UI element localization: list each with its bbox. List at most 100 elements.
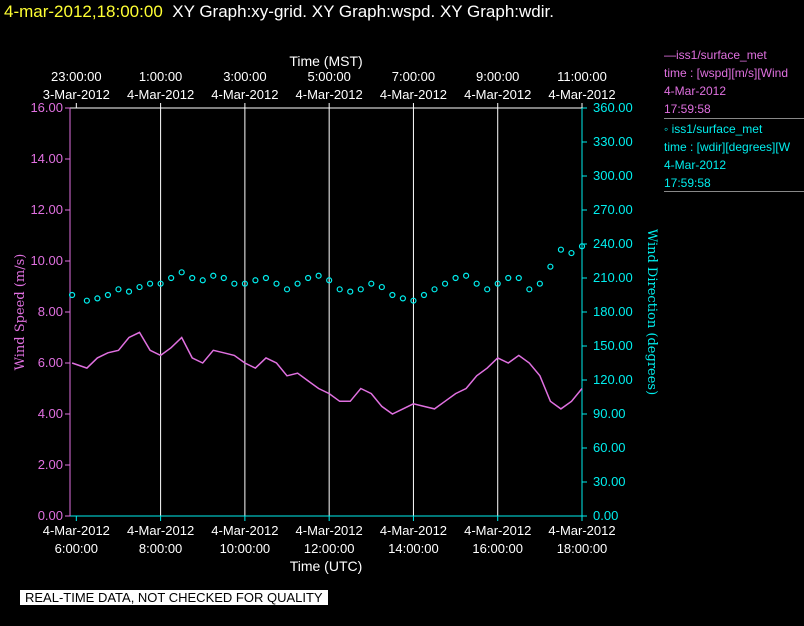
bottom-tick-time: 6:00:00 bbox=[55, 541, 98, 556]
wdir-point bbox=[294, 280, 301, 287]
bottom-tick-time: 16:00:00 bbox=[472, 541, 523, 556]
wdir-point bbox=[399, 295, 407, 302]
top-tick-time: 1:00:00 bbox=[139, 69, 182, 84]
wdir-point bbox=[69, 291, 76, 299]
left-tick-label: 12.00 bbox=[30, 202, 63, 217]
legend-wdir-line4: 17:59:58 bbox=[664, 176, 711, 190]
right-tick-label: 180.00 bbox=[593, 304, 633, 319]
wdir-point bbox=[115, 286, 122, 293]
legend-wdir-line2: time : [wdir][degrees][W bbox=[664, 140, 791, 154]
right-tick-label: 60.00 bbox=[593, 440, 626, 455]
top-tick-date: 4-Mar-2012 bbox=[464, 87, 531, 102]
legend-wind-direction: ◦ iss1/surface_met time : [wdir][degrees… bbox=[664, 120, 804, 192]
bottom-tick-date: 4-Mar-2012 bbox=[211, 523, 278, 538]
right-tick-label: 330.00 bbox=[593, 134, 633, 149]
wdir-point bbox=[452, 274, 459, 282]
left-tick-label: 4.00 bbox=[38, 406, 63, 421]
legend-divider bbox=[664, 118, 804, 119]
wdir-point bbox=[557, 246, 565, 253]
top-tick-time: 5:00:00 bbox=[307, 69, 350, 84]
wdir-point bbox=[473, 280, 480, 287]
wdir-point bbox=[168, 274, 175, 282]
wdir-point bbox=[252, 277, 259, 284]
right-tick-label: 90.00 bbox=[593, 406, 626, 421]
right-tick-label: 0.00 bbox=[593, 508, 618, 523]
left-tick-label: 10.00 bbox=[30, 253, 63, 268]
wdir-point bbox=[220, 274, 227, 282]
top-tick-time: 9:00:00 bbox=[476, 69, 519, 84]
wdir-point bbox=[389, 291, 396, 299]
left-tick-label: 8.00 bbox=[38, 304, 63, 319]
wdir-point bbox=[494, 280, 501, 287]
wdir-point bbox=[526, 286, 533, 293]
legend-wspd-line3: 4-Mar-2012 bbox=[664, 84, 727, 98]
right-tick-label: 300.00 bbox=[593, 168, 633, 183]
top-tick-date: 4-Mar-2012 bbox=[296, 87, 363, 102]
wspd-series-line bbox=[71, 331, 583, 415]
bottom-tick-date: 4-Mar-2012 bbox=[127, 523, 194, 538]
current-time: 4-mar-2012,18:00:00 bbox=[4, 2, 163, 21]
wdir-point bbox=[378, 283, 385, 291]
top-tick-date: 4-Mar-2012 bbox=[380, 87, 447, 102]
wdir-point bbox=[463, 272, 470, 279]
wdir-point bbox=[515, 274, 522, 282]
left-tick-label: 2.00 bbox=[38, 457, 63, 472]
left-tick-label: 16.00 bbox=[30, 100, 63, 115]
wdir-point bbox=[547, 263, 554, 270]
bottom-tick-date: 4-Mar-2012 bbox=[296, 523, 363, 538]
wdir-point bbox=[178, 269, 185, 276]
bottom-tick-date: 4-Mar-2012 bbox=[380, 523, 447, 538]
y-axis-label-left: Wind Speed (m/s) bbox=[13, 254, 28, 371]
wdir-point bbox=[578, 243, 586, 250]
left-tick-label: 0.00 bbox=[38, 508, 63, 523]
bottom-tick-time: 8:00:00 bbox=[139, 541, 182, 556]
bottom-tick-date: 4-Mar-2012 bbox=[43, 523, 110, 538]
bottom-tick-date: 4-Mar-2012 bbox=[548, 523, 615, 538]
right-tick-label: 240.00 bbox=[593, 236, 633, 251]
legend-wspd-line1: —iss1/surface_met bbox=[664, 48, 767, 62]
quality-disclaimer: REAL-TIME DATA, NOT CHECKED FOR QUALITY bbox=[20, 590, 328, 605]
bottom-tick-time: 10:00:00 bbox=[220, 541, 271, 556]
wdir-point bbox=[431, 286, 438, 293]
right-tick-label: 210.00 bbox=[593, 270, 633, 285]
top-tick-date: 3-Mar-2012 bbox=[43, 87, 110, 102]
wdir-point bbox=[262, 274, 270, 282]
graph-names: XY Graph:xy-grid. XY Graph:wspd. XY Grap… bbox=[172, 2, 554, 21]
bottom-tick-time: 14:00:00 bbox=[388, 541, 439, 556]
wdir-point bbox=[146, 280, 154, 287]
legend-wdir-line3: 4-Mar-2012 bbox=[664, 158, 727, 172]
right-tick-label: 150.00 bbox=[593, 338, 633, 353]
page-title: 4-mar-2012,18:00:00 XY Graph:xy-grid. XY… bbox=[4, 2, 554, 22]
right-tick-label: 30.00 bbox=[593, 474, 626, 489]
top-tick-time: 23:00:00 bbox=[51, 69, 102, 84]
wdir-point bbox=[104, 291, 112, 299]
legend-wspd-line4: 17:59:58 bbox=[664, 102, 711, 116]
bottom-tick-date: 4-Mar-2012 bbox=[464, 523, 531, 538]
wdir-point bbox=[283, 286, 291, 293]
wdir-point bbox=[125, 288, 133, 295]
wdir-point bbox=[83, 297, 90, 304]
right-tick-label: 360.00 bbox=[593, 100, 633, 115]
wdir-point bbox=[241, 280, 248, 287]
top-tick-date: 4-Mar-2012 bbox=[127, 87, 194, 102]
wdir-point bbox=[199, 277, 206, 284]
wdir-point bbox=[336, 286, 343, 293]
wdir-point bbox=[157, 280, 164, 287]
wdir-point bbox=[441, 280, 449, 287]
wdir-point bbox=[420, 291, 428, 299]
left-tick-label: 14.00 bbox=[30, 151, 63, 166]
x-axis-label-mst: Time (MST) bbox=[289, 53, 362, 69]
left-tick-label: 6.00 bbox=[38, 355, 63, 370]
right-tick-label: 270.00 bbox=[593, 202, 633, 217]
wdir-point bbox=[315, 272, 322, 279]
wdir-point bbox=[136, 283, 143, 291]
wdir-point bbox=[568, 249, 575, 257]
wdir-point bbox=[368, 280, 375, 287]
wdir-point bbox=[210, 272, 217, 279]
wdir-point bbox=[505, 274, 512, 282]
bottom-tick-time: 18:00:00 bbox=[557, 541, 608, 556]
top-tick-time: 3:00:00 bbox=[223, 69, 266, 84]
wdir-point bbox=[410, 297, 417, 304]
wdir-point bbox=[347, 288, 354, 295]
top-tick-date: 4-Mar-2012 bbox=[211, 87, 278, 102]
